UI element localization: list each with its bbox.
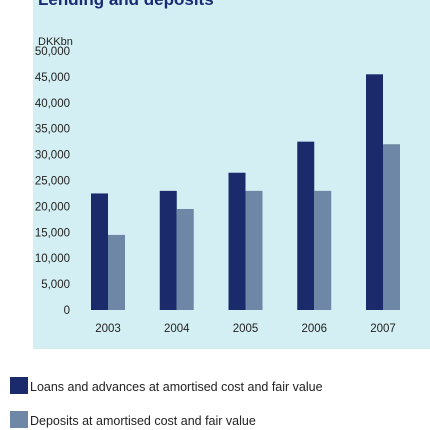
bar-loans-2006 bbox=[297, 141, 315, 310]
x-tick-label: 2003 bbox=[95, 323, 121, 335]
y-tick-label: 5,000 bbox=[41, 279, 70, 291]
y-tick-label: 45,000 bbox=[35, 72, 70, 84]
chart-title: Lending and deposits bbox=[38, 0, 214, 8]
y-tick-label: 40,000 bbox=[35, 98, 70, 110]
y-tick-label: 50,000 bbox=[35, 46, 70, 58]
y-tick-label: 35,000 bbox=[35, 124, 70, 136]
bar-loans-2005 bbox=[228, 172, 246, 310]
x-tick-label: 2004 bbox=[164, 323, 190, 335]
x-tick-label: 2006 bbox=[301, 323, 327, 335]
legend-label-loans: Loans and advances at amortised cost and… bbox=[30, 380, 323, 394]
y-axis-unit-label: DKKbn bbox=[38, 36, 73, 48]
bar-loans-2007 bbox=[366, 74, 383, 310]
bar-deposits-2007 bbox=[383, 144, 400, 310]
bar-deposits-2003 bbox=[108, 234, 125, 310]
y-tick-label: 0 bbox=[64, 305, 70, 317]
legend-label-deposits: Deposits at amortised cost and fair valu… bbox=[30, 414, 256, 428]
y-tick-label: 10,000 bbox=[35, 253, 70, 265]
bar-loans-2003 bbox=[91, 193, 108, 310]
bar-deposits-2005 bbox=[245, 190, 263, 310]
y-tick-label: 30,000 bbox=[35, 150, 70, 162]
bar-loans-2004 bbox=[159, 190, 177, 310]
y-tick-label: 20,000 bbox=[35, 201, 70, 213]
bar-deposits-2004 bbox=[176, 208, 194, 310]
bar-deposits-2006 bbox=[314, 190, 332, 310]
x-tick-label: 2005 bbox=[233, 323, 259, 335]
legend-swatch-loans bbox=[10, 377, 28, 394]
y-tick-label: 15,000 bbox=[35, 227, 70, 239]
legend-item-loans: Loans and advances at amortised cost and… bbox=[10, 377, 323, 394]
y-tick-label: 25,000 bbox=[35, 176, 70, 188]
legend-item-deposits: Deposits at amortised cost and fair valu… bbox=[10, 411, 256, 428]
x-tick-label: 2007 bbox=[370, 323, 396, 335]
legend-swatch-deposits bbox=[10, 411, 28, 428]
